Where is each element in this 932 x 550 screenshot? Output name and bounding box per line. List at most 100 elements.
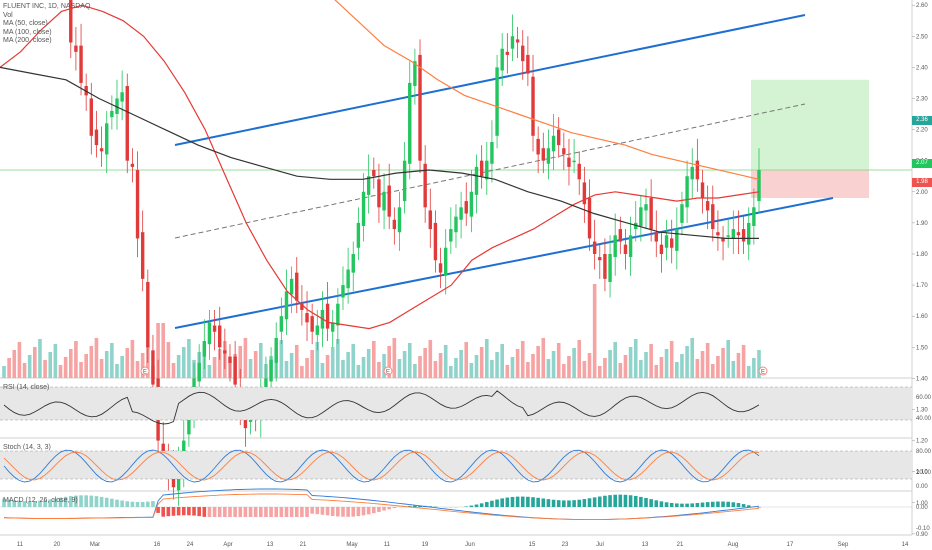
candle-body	[510, 36, 515, 49]
trend-channel	[174, 14, 834, 329]
volume-bar	[413, 364, 417, 378]
macd-histogram-bar	[300, 507, 304, 517]
volume-bar	[284, 361, 289, 378]
macd-histogram-bar	[104, 497, 109, 507]
volume-bar	[330, 347, 335, 378]
volume-bar	[695, 359, 700, 378]
candle-body	[125, 86, 129, 161]
macd-histogram-bar	[582, 499, 587, 507]
symbol-title[interactable]: FLUENT INC, 1D, NASDAQ	[3, 3, 91, 10]
channel-lower-line	[174, 197, 834, 329]
volume-bar	[705, 343, 710, 378]
macd-label[interactable]: MACD (12, 26, close, 9)	[3, 497, 78, 504]
candle-body	[747, 222, 751, 245]
volume-bar	[366, 349, 371, 378]
candle-body	[274, 337, 278, 363]
volume-bar	[505, 365, 510, 378]
macd-histogram-bar	[716, 501, 720, 507]
legend-ma50[interactable]: MA (50, close)	[3, 20, 48, 28]
macd-histogram-bar	[181, 507, 186, 516]
volume-bar	[361, 357, 366, 378]
macd-histogram-bar	[115, 499, 119, 507]
volume-bar	[161, 323, 166, 378]
legend-vol[interactable]: Vol	[3, 11, 13, 19]
candle-body	[618, 229, 623, 242]
date-tick-label: 11	[384, 542, 391, 548]
volume-bar	[84, 354, 88, 378]
volume-bar	[387, 346, 392, 378]
candle-body	[315, 325, 319, 335]
macd-histogram-bar	[336, 507, 340, 517]
candle-body	[577, 163, 581, 180]
macd-histogram-bar	[84, 495, 88, 507]
candle-body	[264, 378, 268, 391]
candle-body	[366, 176, 371, 195]
candle-body	[346, 269, 350, 289]
date-tick-label: 14	[902, 542, 909, 548]
candle-body	[392, 219, 397, 230]
macd-histogram-bar	[146, 501, 150, 507]
date-tick-label: 19	[422, 542, 429, 548]
volume-bar	[654, 365, 659, 378]
candle-body	[202, 341, 207, 357]
ma100-line	[334, 0, 760, 180]
macd-histogram-bar	[22, 501, 27, 507]
candle-body	[336, 303, 340, 326]
candle-body	[726, 235, 730, 237]
macd-histogram-bar	[556, 500, 561, 507]
macd-histogram-bar	[577, 499, 582, 507]
volume-bar	[736, 353, 741, 378]
macd-histogram-bar	[633, 495, 638, 507]
volume-bar	[639, 360, 643, 378]
volume-bar	[305, 358, 309, 378]
macd-histogram-bar	[639, 496, 643, 507]
macd-histogram-bar	[166, 507, 171, 517]
candle-body	[408, 82, 412, 164]
volume-bar	[669, 341, 674, 378]
volume-bar	[562, 364, 566, 378]
candle-body	[603, 253, 607, 279]
volume-bar	[289, 353, 294, 378]
macd-histogram-bar	[505, 497, 510, 507]
macd-histogram-bar	[608, 495, 612, 507]
volume-bar	[294, 345, 299, 378]
macd-histogram-bar	[407, 505, 412, 507]
stoch-pane	[0, 449, 912, 483]
candle-body	[356, 222, 361, 248]
earnings-marker	[758, 366, 768, 376]
macd-histogram-bar	[12, 500, 17, 507]
earnings-marker	[140, 366, 150, 376]
candle-body	[331, 322, 335, 332]
volume-bar	[392, 338, 397, 378]
macd-tick-label: 0.00	[916, 505, 928, 511]
macd-histogram-bar	[264, 507, 268, 517]
date-tick-label: 13	[642, 542, 649, 548]
volume-bar	[716, 356, 720, 378]
macd-histogram-bar	[387, 507, 392, 510]
macd-histogram-bar	[490, 500, 494, 507]
legend-ma200[interactable]: MA (200, close)	[3, 37, 52, 45]
volume-bar	[212, 357, 217, 378]
candle-body	[639, 207, 643, 226]
volume-bar	[526, 362, 530, 378]
macd-histogram-bar	[371, 507, 376, 514]
candle-body	[300, 303, 304, 310]
volume-bar	[664, 349, 669, 378]
volume-bar	[685, 346, 689, 378]
rsi-label[interactable]: RSI (14, close)	[3, 384, 50, 391]
macd-histogram-bar	[531, 497, 535, 507]
volume-bar	[79, 362, 83, 378]
volume-bar	[675, 362, 679, 378]
volume-bar	[603, 358, 607, 378]
candle-body	[279, 316, 284, 332]
candle-body	[454, 216, 458, 233]
macd-histogram-bar	[58, 497, 63, 507]
macd-histogram-bar	[233, 507, 237, 517]
candle-body	[377, 179, 381, 208]
stoch-label[interactable]: Stoch (14, 3, 3)	[3, 444, 51, 451]
price-tick-label: 1.50	[916, 345, 928, 351]
macd-histogram-bar	[618, 494, 623, 507]
macd-histogram-bar	[418, 505, 422, 507]
legend-ma100[interactable]: MA (100, close)	[3, 28, 52, 36]
